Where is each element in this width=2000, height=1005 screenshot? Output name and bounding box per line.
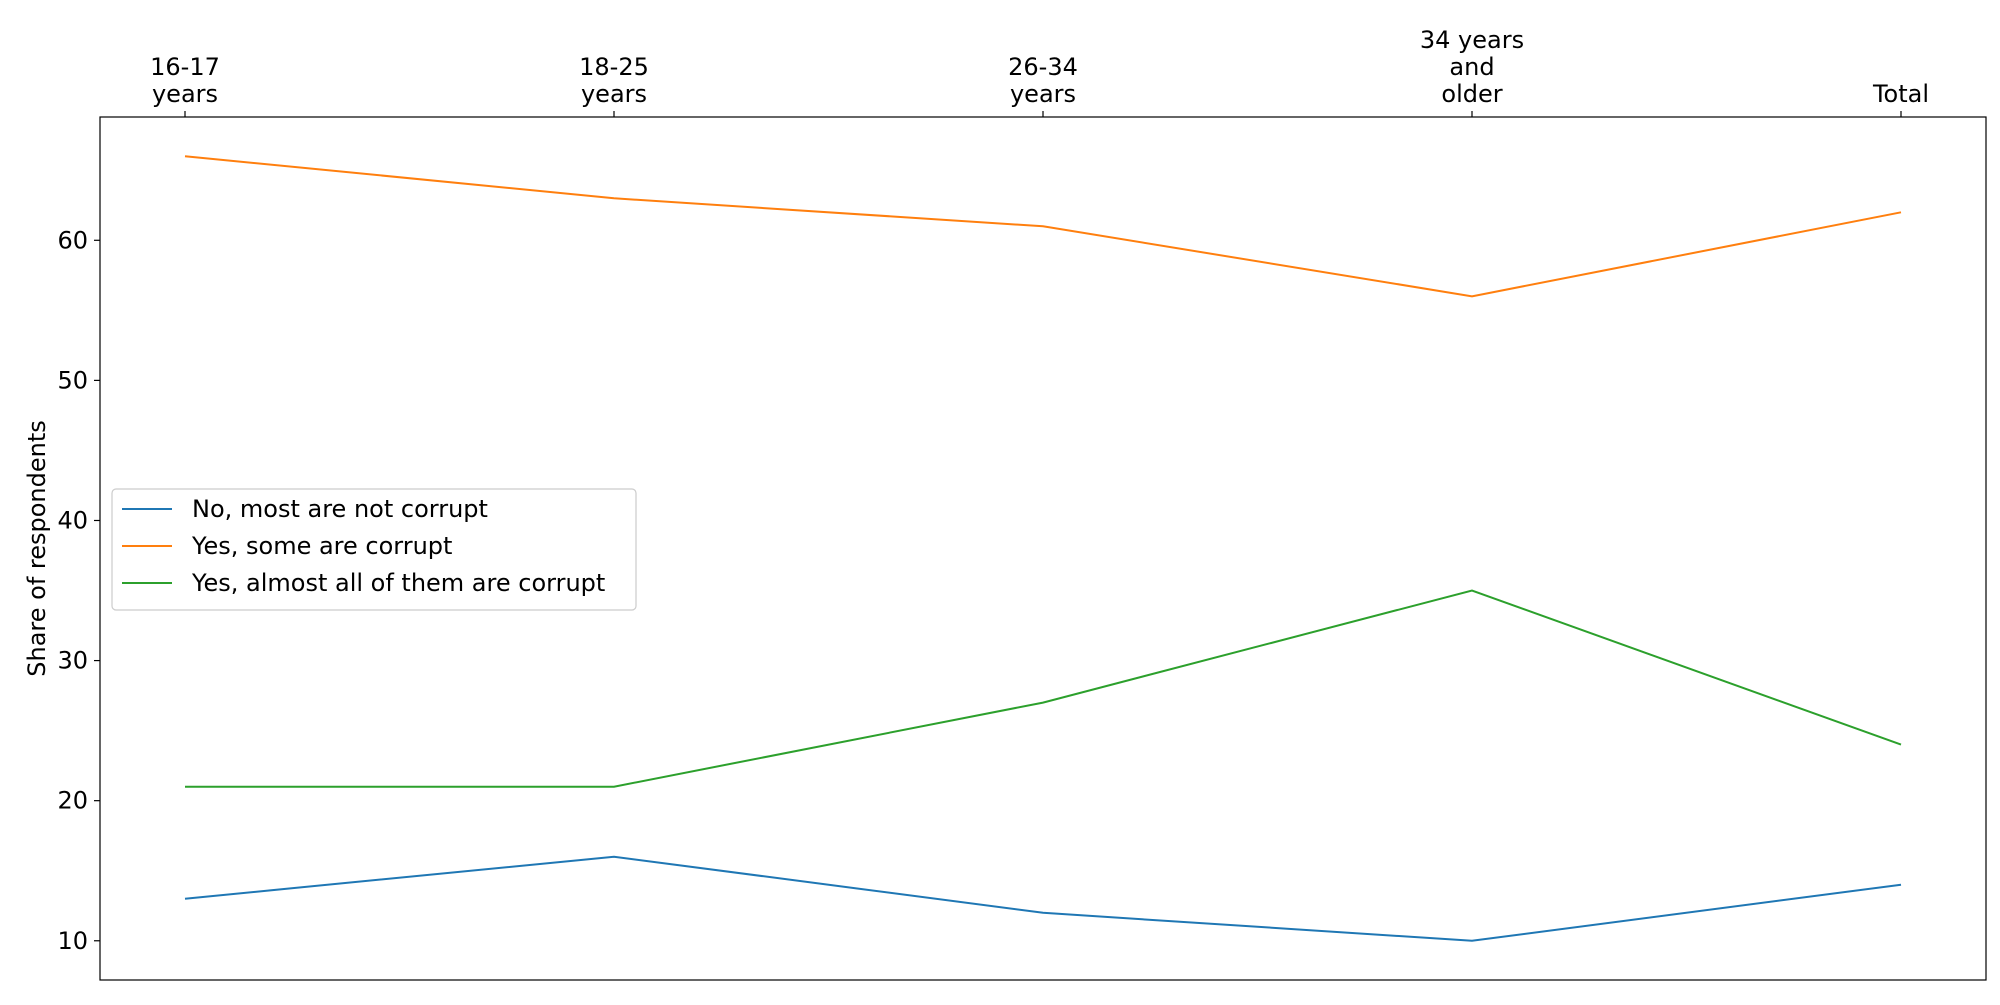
y-tick-label: 30 bbox=[57, 647, 88, 675]
legend-label: Yes, some are corrupt bbox=[191, 532, 452, 560]
legend-box bbox=[111, 488, 637, 611]
y-axis-label: Share of respondents bbox=[23, 420, 51, 677]
x-tick-label: and bbox=[1449, 53, 1494, 81]
series-line-2 bbox=[184, 155, 1902, 298]
y-tick-label: 20 bbox=[57, 787, 88, 815]
x-tick-label: years bbox=[581, 80, 647, 108]
x-tick-label: 26-34 bbox=[1008, 53, 1078, 81]
legend-label: No, most are not corrupt bbox=[192, 495, 488, 523]
x-tick-label: 16-17 bbox=[150, 53, 220, 81]
x-tick-label: 34 years bbox=[1420, 26, 1524, 54]
y-tick-label: 10 bbox=[57, 927, 88, 955]
x-tick-label: years bbox=[152, 80, 218, 108]
series-line-1 bbox=[184, 855, 1902, 942]
y-tick-label: 50 bbox=[57, 366, 88, 394]
y-axis: 10 20 30 40 50 60 bbox=[57, 226, 100, 955]
legend: No, most are not corrupt Yes, some are co… bbox=[111, 488, 637, 611]
y-tick-label: 60 bbox=[57, 226, 88, 254]
x-tick-label: older bbox=[1441, 80, 1502, 108]
chart-marks bbox=[184, 155, 1902, 942]
y-tick-label: 40 bbox=[57, 506, 88, 534]
x-tick-label: years bbox=[1010, 80, 1076, 108]
legend-label: Yes, almost all of them are corrupt bbox=[191, 569, 605, 597]
x-tick-label: 18-25 bbox=[579, 53, 649, 81]
series-line-3 bbox=[185, 589, 1902, 788]
x-tick-label: Total bbox=[1872, 80, 1929, 108]
